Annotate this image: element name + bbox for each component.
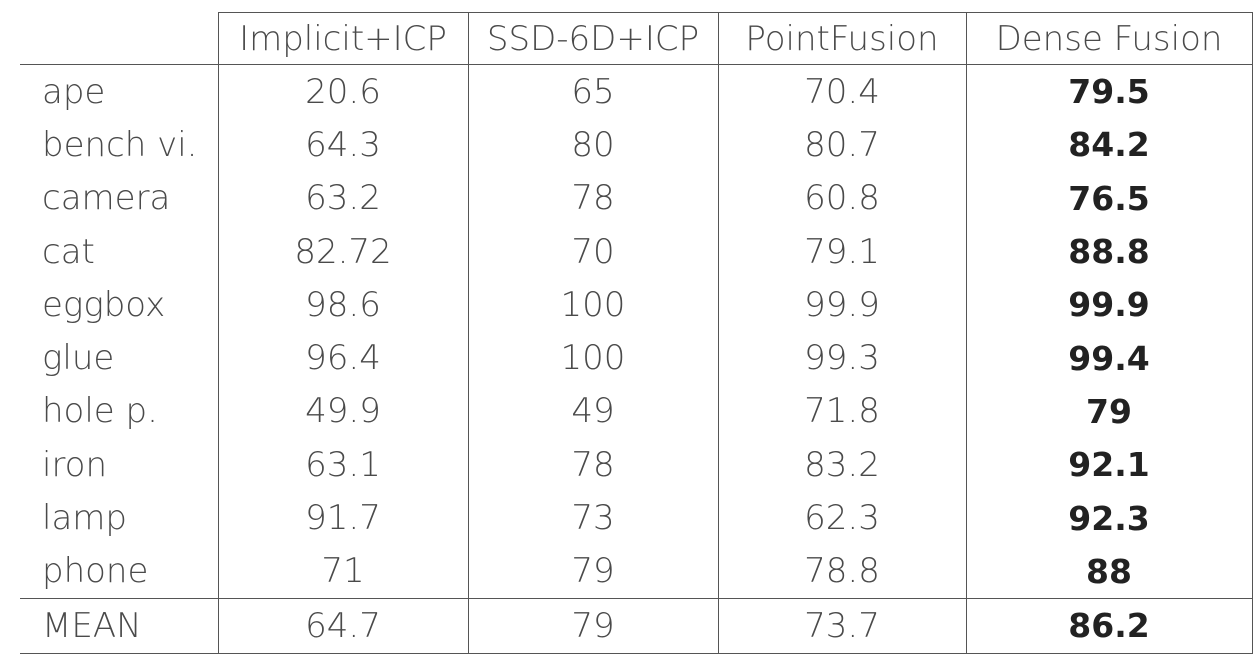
value-cell: 92.1	[965, 438, 1253, 492]
value-cell: 60.8	[717, 171, 966, 225]
value-cell: 88	[965, 544, 1253, 599]
row-label: iron	[42, 444, 108, 485]
column-header: PointFusion	[717, 12, 966, 65]
value-cell: 78	[467, 438, 718, 492]
row-label: hole p.	[42, 391, 158, 432]
value-cell: 78.8	[717, 544, 966, 599]
value-cell: 99.9	[965, 278, 1253, 332]
value-cell: 79.5	[965, 64, 1253, 119]
row-label: bench vi.	[42, 124, 198, 165]
data-row: phone 71 79 78.8 88	[20, 544, 1253, 599]
data-row: lamp 91.7 73 62.3 92.3	[20, 491, 1253, 545]
data-row: ape 20.6 65 70.4 79.5	[20, 64, 1253, 119]
value-cell: 64.7	[217, 597, 468, 654]
value-cell: 79	[467, 597, 718, 654]
value-cell: 62.3	[717, 491, 966, 545]
value-cell: 78	[467, 171, 718, 225]
data-row: iron 63.1 78 83.2 92.1	[20, 438, 1253, 492]
value-cell: 76.5	[965, 171, 1253, 225]
data-row: eggbox 98.6 100 99.9 99.9	[20, 278, 1253, 332]
value-cell: 71.8	[717, 384, 966, 439]
data-row: glue 96.4 100 99.3 99.4	[20, 331, 1253, 385]
column-header: Implicit+ICP	[217, 12, 468, 65]
value-cell: 70.4	[717, 64, 966, 119]
row-label: eggbox	[42, 284, 166, 325]
value-cell: 63.1	[217, 438, 468, 492]
row-label: ape	[42, 71, 106, 112]
header-row: Implicit+ICP SSD-6D+ICP PointFusion Dense F…	[20, 12, 1253, 65]
value-cell: 63.2	[217, 171, 468, 225]
value-cell: 65	[467, 64, 718, 119]
value-cell: 92.3	[965, 491, 1253, 545]
row-label: phone	[42, 551, 149, 592]
value-cell: 79.1	[717, 224, 966, 279]
summary-row: MEAN 64.7 79 73.7 86.2	[20, 597, 1253, 654]
value-cell: 64.3	[217, 118, 468, 172]
column-header: Dense Fusion	[965, 12, 1253, 65]
row-label: lamp	[42, 498, 127, 539]
value-cell: 49.9	[217, 384, 468, 439]
data-row: hole p. 49.9 49 71.8 79	[20, 384, 1253, 439]
value-cell: 84.2	[965, 118, 1253, 172]
row-label: MEAN	[20, 597, 218, 654]
row-label: glue	[42, 338, 115, 379]
value-cell: 100	[467, 278, 718, 332]
value-cell: 83.2	[717, 438, 966, 492]
value-cell: 79	[965, 384, 1253, 439]
row-label: cat	[42, 231, 95, 272]
column-header: SSD-6D+ICP	[467, 12, 718, 65]
value-cell: 79	[467, 544, 718, 599]
value-cell: 99.3	[717, 331, 966, 385]
value-cell: 99.4	[965, 331, 1253, 385]
value-cell: 82.72	[217, 224, 468, 279]
value-cell: 49	[467, 384, 718, 439]
value-cell: 20.6	[217, 64, 468, 119]
data-row: bench vi. 64.3 80 80.7 84.2	[20, 118, 1253, 172]
row-label: camera	[42, 178, 171, 219]
value-cell: 99.9	[717, 278, 966, 332]
value-cell: 70	[467, 224, 718, 279]
value-cell: 71	[217, 544, 468, 599]
value-cell: 96.4	[217, 331, 468, 385]
value-cell: 86.2	[965, 597, 1253, 654]
value-cell: 88.8	[965, 224, 1253, 279]
results-table: Implicit+ICP SSD-6D+ICP PointFusion Dense F…	[20, 12, 1253, 654]
corner-cell	[20, 12, 218, 65]
value-cell: 80.7	[717, 118, 966, 172]
value-cell: 98.6	[217, 278, 468, 332]
value-cell: 73	[467, 491, 718, 545]
value-cell: 80	[467, 118, 718, 172]
data-row: cat 82.72 70 79.1 88.8	[20, 224, 1253, 279]
data-row: camera 63.2 78 60.8 76.5	[20, 171, 1253, 225]
value-cell: 73.7	[717, 597, 966, 654]
value-cell: 100	[467, 331, 718, 385]
value-cell: 91.7	[217, 491, 468, 545]
